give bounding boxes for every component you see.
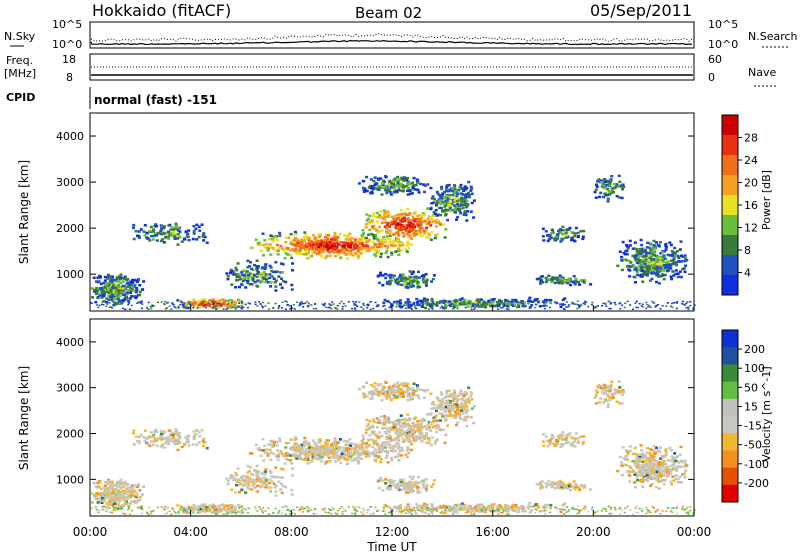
velocity-panel: 1000 2000 3000 4000 Slant Range [km] 00:00 0… (17, 305, 711, 554)
power-ytick-label: 4000 (56, 130, 84, 143)
xtick-label: 04:00 (173, 525, 208, 539)
velocity-colorbar: 200 100 50 15 -15 -50 -100 -200 (721, 329, 769, 503)
noise-right-tick-bottom: 10^0 (708, 38, 738, 51)
freq-label-2: [MHz] (4, 67, 36, 80)
colorbar-tick-label: 200 (744, 343, 765, 356)
power-colorbar: 28 24 20 16 12 8 4 (721, 114, 758, 296)
power-ytick-label: 3000 (56, 176, 84, 189)
velocity-ylabel: Slant Range [km] (17, 366, 31, 470)
noise-right-tick-top: 10^5 (708, 18, 738, 31)
beam-title: Beam 02 (355, 4, 422, 22)
noise-sky-line (90, 39, 693, 46)
colorbar-tick-label: 12 (744, 222, 758, 235)
xtick-label: 08:00 (274, 525, 309, 539)
colorbar-tick-label: 4 (744, 267, 751, 280)
power-cbar-label: Power [dB] (760, 170, 773, 230)
noise-left-tick-bottom: 10^0 (52, 38, 82, 51)
xtick-label: 00:00 (677, 525, 712, 539)
date-title: 05/Sep/2011 (590, 1, 692, 20)
noise-search-line (90, 33, 693, 43)
cpid-label: CPID (6, 91, 35, 104)
site-title: Hokkaido (fitACF) (92, 1, 231, 20)
velocity-ytick-label: 1000 (56, 473, 84, 486)
velocity-ytick-label: 3000 (56, 382, 84, 395)
nave-tick-top: 60 (708, 53, 722, 66)
colorbar-tick-label: 50 (744, 381, 758, 394)
nave-tick-bottom: 0 (708, 71, 715, 84)
power-ytick-label: 2000 (56, 222, 84, 235)
xtick-label: 16:00 (475, 525, 510, 539)
power-ylabel: Slant Range [km] (17, 160, 31, 264)
colorbar-tick-label: 8 (744, 244, 751, 257)
colorbar-tick-label: -100 (744, 458, 769, 471)
power-scatter (90, 174, 696, 311)
colorbar-tick-label: 20 (744, 177, 758, 190)
velocity-ytick-label: 2000 (56, 428, 84, 441)
colorbar-tick-label: 28 (744, 132, 758, 145)
x-axis-label: Time UT (366, 540, 417, 554)
colorbar-tick-label: 100 (744, 362, 765, 375)
colorbar-tick-label: -200 (744, 477, 769, 490)
power-ytick-label: 1000 (56, 268, 84, 281)
colorbar-tick-label: 15 (744, 400, 758, 413)
nave-label: Nave (748, 66, 776, 79)
power-panel: 1000 2000 3000 4000 Slant Range [km] (17, 112, 696, 312)
velocity-cbar-label: Velocity [m s^-1] (760, 366, 773, 461)
velocity-ytick-label: 4000 (56, 336, 84, 349)
xtick-label: 20:00 (576, 525, 611, 539)
freq-tick-bottom: 8 (66, 71, 73, 84)
velocity-scatter (90, 380, 696, 516)
colorbar-tick-label: -15 (744, 420, 762, 433)
freq-label-1: Freq. (6, 54, 33, 67)
freq-tick-top: 18 (62, 53, 76, 66)
colorbar-tick-label: 16 (744, 199, 758, 212)
noise-right-label: N.Search (748, 30, 798, 43)
noise-panel: N.Sky 10^5 10^0 10^5 10^0 N.Search (4, 18, 798, 51)
freq-panel: Freq. [MHz] 18 8 60 0 Nave (4, 53, 776, 87)
xtick-label: 12:00 (375, 525, 410, 539)
cpid-value: normal (fast) -151 (94, 93, 217, 107)
colorbar-tick-label: -50 (744, 439, 762, 452)
xtick-label: 00:00 (73, 525, 108, 539)
colorbar-tick-label: 24 (744, 154, 758, 167)
noise-left-tick-top: 10^5 (52, 18, 82, 31)
cpid-panel: CPID normal (fast) -151 (6, 87, 217, 109)
noise-left-label: N.Sky (4, 30, 36, 43)
